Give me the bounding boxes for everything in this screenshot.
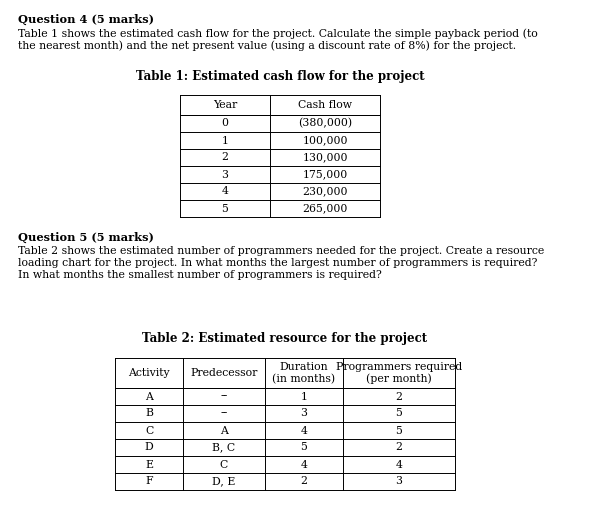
Text: the nearest month) and the net present value (using a discount rate of 8%) for t: the nearest month) and the net present v…	[18, 40, 516, 51]
Text: 230,000: 230,000	[302, 187, 347, 196]
Text: loading chart for the project. In what months the largest number of programmers : loading chart for the project. In what m…	[18, 258, 538, 268]
Text: 1: 1	[222, 135, 229, 145]
Text: 4: 4	[301, 425, 308, 435]
Text: Cash flow: Cash flow	[298, 100, 352, 110]
Text: Year: Year	[213, 100, 237, 110]
Text: A: A	[145, 391, 153, 402]
Text: 5: 5	[396, 425, 403, 435]
Text: Predecessor: Predecessor	[190, 368, 258, 378]
Text: Table 2: Estimated resource for the project: Table 2: Estimated resource for the proj…	[143, 332, 428, 345]
Text: --: --	[220, 391, 228, 402]
Text: Programmers required
(per month): Programmers required (per month)	[336, 362, 462, 384]
Text: 2: 2	[396, 391, 403, 402]
Text: (380,000): (380,000)	[298, 118, 352, 129]
Text: 2: 2	[396, 443, 403, 452]
Text: B, C: B, C	[213, 443, 236, 452]
Text: Table 1 shows the estimated cash flow for the project. Calculate the simple payb: Table 1 shows the estimated cash flow fo…	[18, 28, 538, 39]
Text: 4: 4	[396, 460, 403, 469]
Text: 130,000: 130,000	[302, 153, 347, 162]
Text: 5: 5	[222, 204, 229, 214]
Text: 1: 1	[301, 391, 308, 402]
Text: Duration
(in months): Duration (in months)	[273, 362, 336, 384]
Text: 4: 4	[222, 187, 229, 196]
Text: 0: 0	[222, 118, 229, 129]
Text: 5: 5	[396, 408, 403, 418]
Text: 175,000: 175,000	[302, 170, 347, 179]
Text: C: C	[145, 425, 153, 435]
Text: Activity: Activity	[128, 368, 170, 378]
Text: B: B	[145, 408, 153, 418]
Text: Question 5 (5 marks): Question 5 (5 marks)	[18, 232, 154, 243]
Text: 3: 3	[222, 170, 229, 179]
Text: F: F	[145, 477, 153, 486]
Text: 2: 2	[222, 153, 229, 162]
Text: 3: 3	[396, 477, 403, 486]
Text: 3: 3	[301, 408, 308, 418]
Text: 4: 4	[301, 460, 308, 469]
Text: D: D	[144, 443, 153, 452]
Text: A: A	[220, 425, 228, 435]
Text: 100,000: 100,000	[302, 135, 347, 145]
Text: Table 1: Estimated cash flow for the project: Table 1: Estimated cash flow for the pro…	[135, 70, 424, 83]
Text: --: --	[220, 408, 228, 418]
Text: In what months the smallest number of programmers is required?: In what months the smallest number of pr…	[18, 270, 382, 280]
Text: C: C	[220, 460, 228, 469]
Text: Table 2 shows the estimated number of programmers needed for the project. Create: Table 2 shows the estimated number of pr…	[18, 246, 544, 256]
Text: 265,000: 265,000	[302, 204, 347, 214]
Text: E: E	[145, 460, 153, 469]
Text: Question 4 (5 marks): Question 4 (5 marks)	[18, 14, 154, 25]
Text: D, E: D, E	[212, 477, 236, 486]
Text: 2: 2	[301, 477, 308, 486]
Text: 5: 5	[301, 443, 308, 452]
